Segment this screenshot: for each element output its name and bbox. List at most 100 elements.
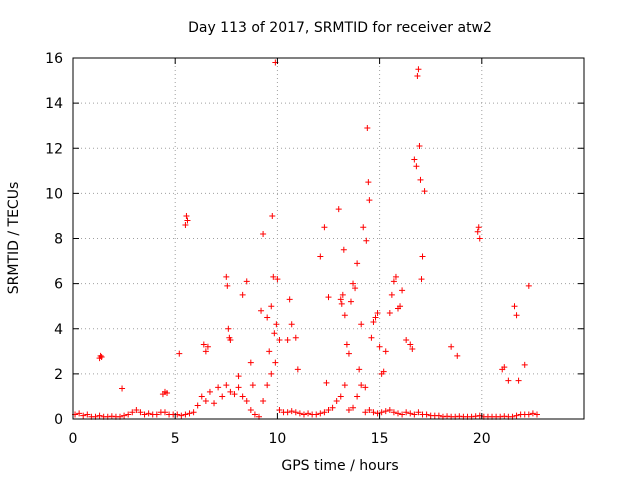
data-point (399, 411, 406, 418)
data-point (292, 334, 299, 341)
data-point (153, 411, 160, 418)
data-point (333, 397, 340, 404)
data-point (521, 361, 528, 368)
data-point (343, 341, 350, 348)
data-point (360, 224, 367, 231)
y-tick-label: 0 (54, 412, 63, 428)
data-point (407, 410, 414, 417)
data-point (448, 343, 455, 350)
data-point (271, 330, 278, 337)
data-point (513, 412, 520, 419)
x-axis-label: GPS time / hours (281, 458, 398, 474)
data-point (365, 179, 372, 186)
data-point (386, 309, 393, 316)
data-point (182, 221, 189, 228)
data-point (511, 303, 518, 310)
data-point (223, 382, 230, 389)
data-point (292, 409, 299, 416)
x-tick-label: 10 (268, 431, 286, 447)
data-point (97, 352, 104, 359)
data-point (403, 337, 410, 344)
y-tick-label: 14 (45, 96, 63, 112)
data-points (72, 59, 540, 420)
data-point (323, 379, 330, 386)
data-point (325, 406, 332, 413)
x-tick-label: 15 (371, 431, 389, 447)
data-point (288, 408, 295, 415)
data-point (284, 409, 291, 416)
data-point (513, 312, 520, 319)
data-point (376, 343, 383, 350)
data-point (515, 377, 522, 384)
data-point (390, 278, 397, 285)
data-point (533, 411, 540, 418)
data-point (260, 230, 267, 237)
data-point (380, 368, 387, 375)
data-point (121, 412, 128, 419)
x-tick-label: 5 (171, 431, 180, 447)
data-point (266, 348, 273, 355)
x-tick-labels: 0 5 10 15 20 (69, 431, 491, 447)
data-point (313, 411, 320, 418)
data-point (227, 388, 234, 395)
data-point (388, 291, 395, 298)
data-point (243, 278, 250, 285)
data-point (337, 393, 344, 400)
data-point (390, 409, 397, 416)
data-point (475, 224, 482, 231)
data-point (183, 212, 190, 219)
data-point (358, 382, 365, 389)
data-point (321, 224, 328, 231)
data-point (190, 409, 197, 416)
data-point (354, 393, 361, 400)
data-point (347, 298, 354, 305)
data-point (294, 366, 301, 373)
data-point (145, 410, 152, 417)
data-point (161, 409, 168, 416)
data-point (247, 359, 254, 366)
data-point (421, 188, 428, 195)
y-tick-label: 4 (54, 322, 63, 338)
data-point (194, 402, 201, 409)
data-point (378, 409, 385, 416)
data-point (350, 280, 357, 287)
y-tick-label: 10 (45, 186, 63, 202)
data-point (454, 352, 461, 359)
data-point (370, 318, 377, 325)
data-point (202, 397, 209, 404)
data-point (339, 291, 346, 298)
data-point (366, 406, 373, 413)
data-point (284, 337, 291, 344)
data-point (413, 163, 420, 170)
data-point (243, 397, 250, 404)
data-point (414, 73, 421, 80)
data-point (418, 276, 425, 283)
data-point (356, 366, 363, 373)
data-point (211, 400, 218, 407)
data-point (382, 348, 389, 355)
data-point (251, 411, 258, 418)
data-point (329, 404, 336, 411)
data-point (529, 410, 536, 417)
x-tick-label: 0 (69, 431, 78, 447)
y-tick-label: 16 (45, 51, 63, 67)
data-point (423, 411, 430, 418)
data-point (186, 410, 193, 417)
data-point (338, 300, 345, 307)
data-point (350, 404, 357, 411)
data-point (239, 291, 246, 298)
data-point (472, 413, 479, 420)
data-point (176, 350, 183, 357)
data-point (392, 273, 399, 280)
data-point (276, 406, 283, 413)
data-point (227, 337, 234, 344)
data-point (264, 314, 271, 321)
data-point (501, 364, 508, 371)
data-point (129, 409, 136, 416)
data-point (409, 346, 416, 353)
data-point (125, 411, 132, 418)
data-point (352, 285, 359, 292)
data-point (476, 235, 483, 242)
data-point (335, 206, 342, 213)
data-point (411, 411, 418, 418)
